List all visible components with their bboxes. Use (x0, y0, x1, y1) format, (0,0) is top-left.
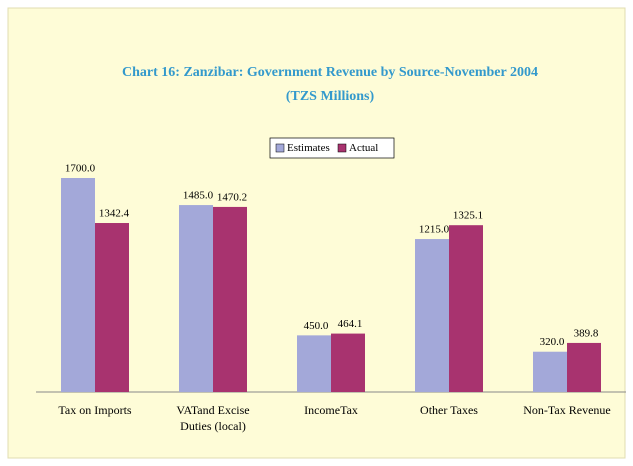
data-label: 389.8 (574, 327, 599, 339)
bar (95, 223, 129, 392)
data-label: 1485.0 (183, 190, 214, 202)
bar (179, 205, 213, 392)
bar (415, 239, 449, 392)
data-label: 1342.4 (99, 208, 130, 220)
x-tick-label: Other Taxes (420, 403, 478, 417)
bar (213, 206, 247, 392)
data-label: 450.0 (304, 320, 329, 332)
legend-swatch (275, 143, 285, 153)
data-label: 320.0 (540, 336, 565, 348)
legend-label: Estimates (287, 142, 330, 154)
bar (61, 178, 95, 392)
x-tick-label: Non-Tax Revenue (523, 403, 611, 417)
legend-box (269, 137, 395, 159)
data-label: 464.1 (338, 318, 363, 330)
bar (297, 335, 331, 392)
chart-subtitle: (TZS Millions) (286, 89, 375, 104)
bar (449, 225, 483, 392)
bar (533, 351, 567, 392)
x-tick-label: VATand Excise Duties (local) (176, 403, 250, 433)
bar (567, 342, 601, 392)
data-label: 1700.0 (65, 163, 96, 175)
x-tick-label: Tax on Imports (58, 403, 132, 417)
legend-swatch (337, 143, 347, 153)
data-label: 1215.0 (419, 224, 450, 236)
bar (331, 333, 365, 392)
chart-title: Chart 16: Zanzibar: Government Revenue b… (122, 65, 538, 80)
x-tick-label: IncomeTax (304, 403, 358, 417)
legend-label: Actual (349, 142, 378, 154)
data-label: 1325.1 (453, 210, 483, 222)
data-label: 1470.2 (217, 191, 247, 203)
